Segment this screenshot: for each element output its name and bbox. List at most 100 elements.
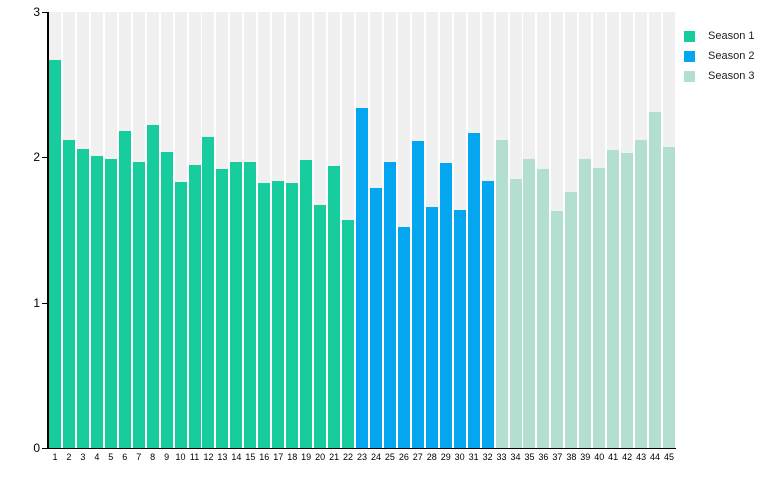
bar-episode-45[interactable]	[663, 147, 676, 448]
x-tick-label-34: 34	[510, 452, 521, 462]
y-tick-mark-2	[42, 157, 47, 159]
legend-label-season-2: Season 2	[708, 50, 755, 62]
x-tick-label-17: 17	[273, 452, 284, 462]
bar-episode-1[interactable]	[48, 59, 61, 448]
bar-episode-39[interactable]	[579, 158, 592, 448]
x-tick-label-24: 24	[370, 452, 381, 462]
bar-episode-30[interactable]	[453, 209, 466, 448]
bar-episode-3[interactable]	[76, 148, 89, 448]
x-tick-label-1: 1	[52, 452, 58, 462]
x-tick-label-15: 15	[245, 452, 256, 462]
x-tick-label-10: 10	[175, 452, 186, 462]
x-tick-label-18: 18	[287, 452, 298, 462]
bar-episode-27[interactable]	[411, 141, 424, 448]
x-tick-label-35: 35	[524, 452, 535, 462]
x-tick-label-36: 36	[538, 452, 549, 462]
x-tick-label-40: 40	[594, 452, 605, 462]
x-tick-label-38: 38	[566, 452, 577, 462]
bar-episode-42[interactable]	[621, 152, 634, 448]
x-tick-label-19: 19	[301, 452, 312, 462]
x-tick-label-23: 23	[356, 452, 367, 462]
season-2-swatch-icon	[684, 50, 695, 62]
bar-episode-14[interactable]	[230, 161, 243, 448]
legend-item-season-2[interactable]: Season 2	[684, 50, 754, 62]
bar-episode-24[interactable]	[369, 187, 382, 448]
legend-item-season-1[interactable]: Season 1	[684, 30, 754, 42]
bar-episode-19[interactable]	[300, 160, 313, 448]
x-tick-label-20: 20	[315, 452, 326, 462]
x-tick-label-13: 13	[217, 452, 228, 462]
x-tick-label-31: 31	[468, 452, 479, 462]
bar-episode-9[interactable]	[160, 151, 173, 448]
x-tick-label-8: 8	[150, 452, 156, 462]
bar-episode-8[interactable]	[146, 125, 159, 448]
bar-episode-37[interactable]	[551, 211, 564, 448]
y-tick-label-0: 0	[33, 441, 40, 455]
bar-episode-44[interactable]	[649, 112, 662, 448]
bar-episode-34[interactable]	[509, 179, 522, 448]
y-axis-line	[47, 12, 49, 449]
x-tick-label-26: 26	[398, 452, 409, 462]
bar-episode-38[interactable]	[565, 192, 578, 448]
bar-episode-10[interactable]	[174, 182, 187, 448]
x-tick-label-22: 22	[343, 452, 354, 462]
legend-item-season-3[interactable]: Season 3	[684, 70, 754, 82]
x-tick-label-29: 29	[440, 452, 451, 462]
bar-episode-11[interactable]	[188, 164, 201, 448]
x-tick-label-3: 3	[80, 452, 86, 462]
bar-episode-25[interactable]	[383, 161, 396, 448]
x-tick-label-32: 32	[482, 452, 493, 462]
season-3-swatch-icon	[684, 70, 695, 82]
x-tick-label-39: 39	[580, 452, 591, 462]
x-tick-label-37: 37	[552, 452, 563, 462]
bar-episode-15[interactable]	[244, 161, 257, 448]
x-tick-label-25: 25	[384, 452, 395, 462]
bar-episode-13[interactable]	[216, 168, 229, 448]
bar-episode-7[interactable]	[132, 161, 145, 448]
bar-episode-17[interactable]	[272, 180, 285, 448]
bar-episode-29[interactable]	[439, 163, 452, 448]
bar-episode-36[interactable]	[537, 168, 550, 448]
bar-episode-21[interactable]	[328, 166, 341, 448]
legend: Season 1 Season 2 Season 3	[684, 30, 754, 90]
bar-episode-32[interactable]	[481, 180, 494, 448]
bar-episode-41[interactable]	[607, 150, 620, 448]
y-tick-label-3: 3	[33, 5, 40, 19]
bar-episode-22[interactable]	[342, 219, 355, 448]
x-tick-label-21: 21	[329, 452, 340, 462]
bar-episode-33[interactable]	[495, 139, 508, 448]
legend-label-season-3: Season 3	[708, 70, 755, 82]
bar-episode-26[interactable]	[397, 227, 410, 448]
x-tick-label-43: 43	[636, 452, 647, 462]
x-tick-label-16: 16	[259, 452, 270, 462]
x-tick-label-7: 7	[136, 452, 142, 462]
y-tick-mark-0	[42, 448, 47, 449]
bar-episode-6[interactable]	[118, 131, 131, 448]
x-tick-label-30: 30	[454, 452, 465, 462]
bar-episode-4[interactable]	[90, 155, 103, 448]
bar-episode-18[interactable]	[286, 183, 299, 448]
bar-episode-28[interactable]	[425, 206, 438, 448]
bar-episode-20[interactable]	[314, 205, 327, 448]
x-tick-label-9: 9	[164, 452, 170, 462]
bar-episode-16[interactable]	[258, 183, 271, 448]
y-tick-label-1: 1	[33, 295, 40, 310]
bar-episode-40[interactable]	[593, 167, 606, 448]
bar-episode-43[interactable]	[635, 139, 648, 448]
x-tick-label-11: 11	[189, 452, 200, 462]
x-tick-label-42: 42	[622, 452, 633, 462]
bar-episode-2[interactable]	[62, 139, 75, 448]
x-tick-label-33: 33	[496, 452, 507, 462]
bar-episode-35[interactable]	[523, 158, 536, 448]
season-1-swatch-icon	[684, 30, 695, 42]
x-tick-label-12: 12	[203, 452, 214, 462]
bar-episode-31[interactable]	[467, 132, 480, 448]
y-tick-mark-1	[42, 302, 47, 304]
bar-episode-23[interactable]	[356, 107, 368, 448]
bar-episode-12[interactable]	[202, 136, 215, 448]
x-tick-label-27: 27	[412, 452, 423, 462]
x-axis-line	[47, 448, 676, 449]
bar-episode-5[interactable]	[104, 158, 117, 448]
x-tick-label-5: 5	[108, 452, 114, 462]
